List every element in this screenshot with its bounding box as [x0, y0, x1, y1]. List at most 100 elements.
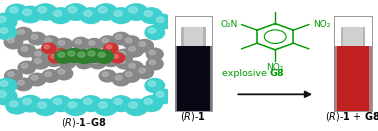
Circle shape — [92, 59, 98, 63]
Circle shape — [55, 67, 73, 80]
Circle shape — [64, 49, 84, 62]
Circle shape — [85, 49, 104, 62]
Circle shape — [89, 41, 95, 45]
Circle shape — [102, 38, 108, 43]
Circle shape — [125, 4, 148, 20]
Circle shape — [119, 51, 125, 56]
Circle shape — [31, 34, 38, 39]
Circle shape — [58, 69, 65, 74]
Circle shape — [102, 72, 108, 77]
Circle shape — [110, 8, 132, 23]
Circle shape — [116, 56, 133, 69]
Circle shape — [74, 50, 94, 64]
Circle shape — [125, 99, 148, 115]
Circle shape — [144, 10, 152, 17]
Bar — [181, 27, 184, 46]
Circle shape — [0, 16, 6, 23]
Text: O₂N: O₂N — [220, 20, 237, 29]
Circle shape — [55, 50, 73, 63]
Circle shape — [21, 47, 28, 51]
Bar — [181, 16, 206, 27]
Circle shape — [21, 63, 28, 68]
Bar — [369, 46, 372, 111]
Circle shape — [106, 56, 112, 61]
Circle shape — [129, 102, 137, 108]
Circle shape — [156, 17, 164, 22]
Circle shape — [89, 57, 106, 69]
Circle shape — [48, 53, 63, 63]
Bar — [175, 46, 212, 111]
Circle shape — [0, 78, 17, 93]
Circle shape — [45, 38, 51, 43]
Circle shape — [58, 52, 65, 57]
Text: $(\it{R})$-$\mathbf{1}$: $(\it{R})$-$\mathbf{1}$ — [180, 110, 206, 123]
Circle shape — [68, 102, 77, 108]
Circle shape — [28, 32, 46, 45]
Text: NO₂: NO₂ — [313, 20, 330, 29]
Circle shape — [105, 56, 112, 61]
Bar — [334, 46, 372, 111]
Circle shape — [104, 43, 118, 53]
Circle shape — [98, 52, 105, 57]
Circle shape — [88, 51, 95, 56]
Circle shape — [48, 56, 55, 61]
Circle shape — [114, 99, 122, 104]
Circle shape — [78, 52, 85, 57]
Circle shape — [136, 66, 153, 79]
Circle shape — [102, 50, 107, 53]
Bar — [341, 16, 365, 27]
Circle shape — [28, 73, 46, 86]
Circle shape — [113, 54, 118, 58]
Circle shape — [139, 42, 146, 46]
Circle shape — [80, 96, 102, 111]
Circle shape — [58, 40, 65, 45]
Circle shape — [48, 56, 55, 61]
Circle shape — [0, 13, 17, 30]
Circle shape — [153, 89, 173, 104]
Circle shape — [34, 4, 57, 20]
Circle shape — [149, 50, 156, 55]
Circle shape — [149, 60, 156, 64]
Circle shape — [129, 7, 137, 13]
Circle shape — [148, 81, 156, 86]
Circle shape — [110, 96, 132, 111]
Circle shape — [57, 50, 61, 53]
Bar — [334, 16, 372, 111]
Circle shape — [148, 28, 156, 33]
Circle shape — [32, 49, 49, 62]
Circle shape — [18, 80, 25, 85]
Circle shape — [146, 58, 163, 70]
Bar — [210, 46, 212, 111]
Circle shape — [141, 8, 162, 23]
Circle shape — [125, 38, 132, 43]
Circle shape — [98, 7, 107, 13]
Circle shape — [59, 57, 76, 69]
Bar — [363, 27, 365, 46]
Circle shape — [0, 25, 17, 40]
Circle shape — [34, 99, 57, 115]
Circle shape — [31, 75, 38, 80]
Circle shape — [98, 102, 107, 108]
Bar — [181, 27, 206, 46]
Circle shape — [86, 39, 102, 51]
Circle shape — [35, 59, 41, 63]
Circle shape — [50, 8, 71, 23]
Circle shape — [94, 4, 118, 20]
Circle shape — [95, 50, 113, 63]
Circle shape — [9, 7, 18, 13]
Circle shape — [0, 88, 17, 105]
Circle shape — [32, 56, 49, 69]
Circle shape — [139, 68, 146, 73]
Text: NO₂: NO₂ — [266, 63, 284, 72]
Circle shape — [106, 45, 112, 49]
Circle shape — [144, 99, 152, 104]
Bar — [334, 46, 372, 111]
Circle shape — [45, 72, 51, 77]
Circle shape — [125, 72, 132, 77]
Circle shape — [136, 40, 153, 52]
Circle shape — [112, 73, 130, 86]
Circle shape — [114, 10, 122, 17]
Circle shape — [5, 70, 22, 82]
Circle shape — [15, 78, 32, 91]
Circle shape — [6, 98, 28, 114]
